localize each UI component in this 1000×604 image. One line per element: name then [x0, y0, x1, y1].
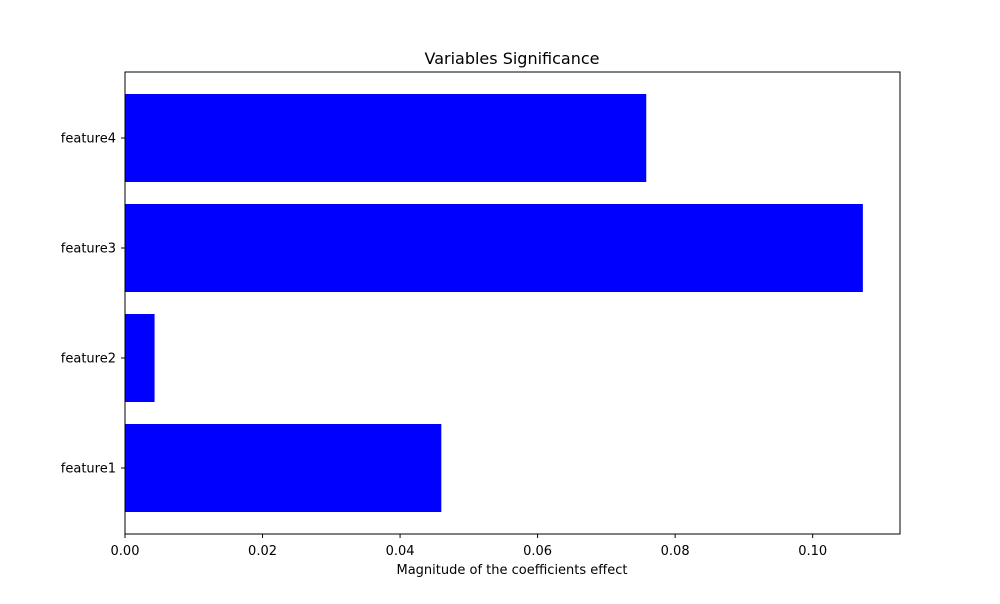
y-axis-ticks: feature1 feature2 feature3 feature4 — [61, 132, 125, 477]
y-tick-label: feature2 — [61, 352, 116, 367]
plot-frame — [124, 71, 901, 535]
bars-layer — [125, 94, 863, 512]
bar-feature4 — [125, 94, 647, 182]
chart-title: Variables Significance — [424, 49, 599, 68]
y-tick-label: feature3 — [61, 242, 116, 257]
x-tick-label: 0.02 — [248, 544, 277, 559]
x-tick-label: 0.08 — [661, 544, 690, 559]
y-tick-label: feature4 — [61, 132, 116, 147]
x-tick-label: 0.00 — [111, 544, 140, 559]
x-axis-ticks: 0.00 0.02 0.04 0.06 0.08 0.10 — [111, 534, 827, 559]
x-axis-label: Magnitude of the coefficients effect — [397, 563, 628, 578]
x-tick-label: 0.06 — [523, 544, 552, 559]
bar-feature2 — [125, 314, 155, 402]
x-tick-label: 0.10 — [798, 544, 827, 559]
bar-feature1 — [125, 424, 442, 512]
bar-feature3 — [125, 204, 863, 292]
y-tick-label: feature1 — [61, 462, 116, 477]
x-tick-label: 0.04 — [386, 544, 415, 559]
